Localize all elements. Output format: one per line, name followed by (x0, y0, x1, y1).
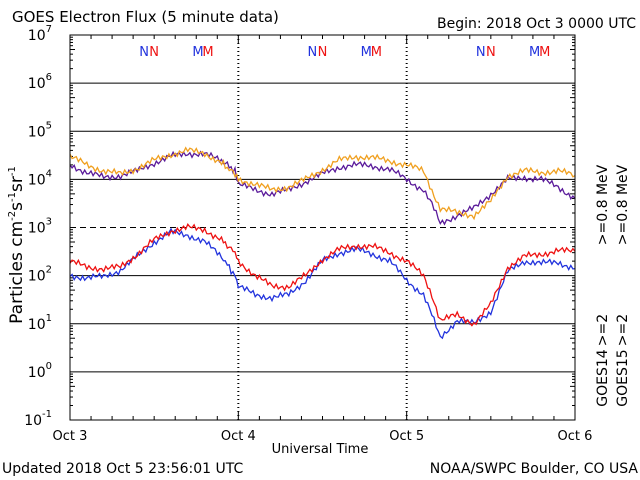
x-tick-labels: Oct 3 Oct 4 Oct 5 Oct 6 (53, 429, 593, 444)
plot-series (69, 146, 576, 340)
series-line-3 (69, 223, 576, 327)
y-tick-label: 104 (28, 168, 52, 188)
position-marker: N (486, 45, 496, 60)
y-tick-label: 102 (28, 265, 52, 285)
x-tick-label: Oct 4 (221, 429, 256, 444)
y-tick-label: 10-1 (24, 409, 52, 429)
legend-goes14-ge2: >=2 (595, 314, 611, 346)
y-tick-labels: 10-1 100 101 102 103 104 105 106 107 (24, 24, 52, 429)
position-marker: N (149, 45, 159, 60)
position-marker: N (476, 45, 486, 60)
position-marker: N (318, 45, 328, 60)
chart-title: GOES Electron Flux (5 minute data) (12, 8, 279, 26)
y-tick-label: 106 (28, 72, 52, 92)
x-tick-label: Oct 6 (558, 429, 593, 444)
legend-goes14-ge08: >=0.8 MeV (595, 164, 611, 245)
legend: >=2 >=0.8 MeV >=2 >=0.8 MeV GOES14 GOES1… (595, 164, 631, 406)
series-line-1 (69, 146, 576, 221)
y-axis-label: Particles cm-2s-1sr-1 (7, 166, 27, 324)
legend-goes15: GOES15 (615, 349, 631, 406)
position-marker: N (308, 45, 318, 60)
x-axis-label: Universal Time (272, 442, 369, 457)
x-tick-label: Oct 3 (53, 429, 88, 444)
y-tick-label: 107 (28, 24, 52, 44)
plot-grid (70, 82, 575, 373)
y-tick-label: 100 (28, 361, 52, 381)
position-marker: M (371, 45, 382, 60)
position-marker: M (202, 45, 213, 60)
position-marker: M (539, 45, 550, 60)
x-tick-label: Oct 5 (389, 429, 424, 444)
source-credit: NOAA/SWPC Boulder, CO USA (430, 461, 639, 477)
y-tick-label: 103 (28, 217, 52, 237)
y-tick-label: 105 (28, 120, 52, 140)
y-tick-label: 101 (28, 313, 52, 333)
plot-frame (69, 34, 576, 421)
begin-time-label: Begin: 2018 Oct 3 0000 UTC (437, 16, 636, 32)
legend-goes15-ge2: >=2 (615, 314, 631, 346)
position-markers: MM N N MM N N MMN N (139, 45, 550, 60)
position-marker: M (529, 45, 540, 60)
position-marker: M (361, 45, 372, 60)
legend-goes15-ge08: >=0.8 MeV (615, 164, 631, 245)
legend-goes14: GOES14 (595, 349, 611, 407)
series-line-2 (69, 227, 576, 340)
position-marker: N (139, 45, 149, 60)
position-marker: M (192, 45, 203, 60)
updated-timestamp: Updated 2018 Oct 5 23:56:01 UTC (2, 461, 243, 477)
day-boundary-lines (237, 35, 408, 420)
